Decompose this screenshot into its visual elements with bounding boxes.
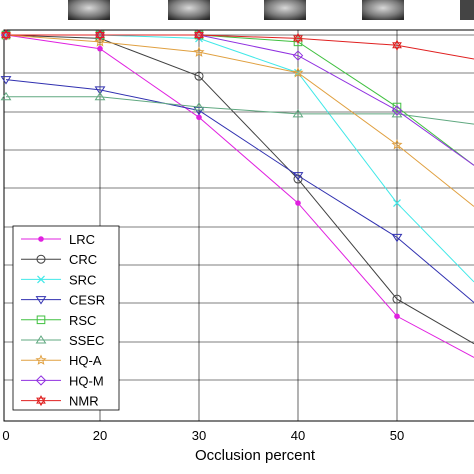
series-ssec [0, 91, 474, 125]
point-lrc-40 [295, 200, 301, 206]
point-ssec-20 [94, 91, 106, 101]
legend-label: CESR [69, 293, 105, 308]
legend-entry-cesr: CESR [21, 293, 105, 308]
point-lrc-50 [394, 313, 400, 320]
point-ssec-40 [292, 108, 304, 118]
series-line-crc [5, 34, 474, 345]
x-tick-label: 40 [291, 428, 305, 443]
point-cesr-0 [0, 76, 12, 85]
series-cesr [0, 76, 474, 303]
axes [3, 29, 474, 422]
series-line-hq-a [5, 34, 474, 207]
point-lrc-30 [196, 114, 202, 121]
legend-label: SRC [69, 272, 96, 287]
thumbnail-face-occlusion-30 [168, 0, 210, 20]
legend-marker [36, 254, 46, 264]
series-line-ssec [6, 96, 474, 125]
legend-marker [35, 354, 47, 365]
legend-marker [35, 335, 47, 344]
legend-label: LRC [69, 232, 95, 247]
legend-box [12, 225, 120, 411]
x-tick-label: 50 [390, 428, 404, 443]
x-tick-labels: 0 20 30 40 50 [2, 428, 404, 443]
legend-label: HQ-M [69, 373, 104, 388]
x-tick-label: 30 [192, 428, 206, 443]
series-rsc [1, 30, 474, 166]
plot-frame [3, 29, 474, 422]
point-hq-a-50 [391, 138, 403, 150]
point-hq-m-50 [391, 105, 403, 116]
legend-label: RSC [69, 313, 96, 328]
legend-entry-lrc: LRC [21, 232, 95, 247]
point-src-50 [393, 199, 401, 207]
legend-marker [36, 395, 46, 407]
series-line-cesr [5, 79, 474, 303]
thumbnail-strip [68, 0, 474, 20]
legend-label: SSEC [69, 333, 104, 348]
legend-marker [37, 275, 45, 284]
point-cesr-50 [391, 233, 403, 243]
point-lrc-20 [97, 45, 103, 52]
point-hq-a-20 [94, 36, 106, 47]
legend-marker [35, 375, 47, 386]
legend-marker [38, 236, 44, 242]
series-nmr [1, 29, 474, 60]
point-nmr-0 [1, 29, 11, 41]
legend-entry-crc: CRC [21, 252, 97, 267]
point-crc-30 [194, 71, 204, 81]
series-hq-a [0, 29, 474, 207]
series-line-hq-m [6, 34, 474, 166]
point-hq-a-40 [292, 66, 304, 78]
point-nmr-20 [95, 29, 105, 41]
point-nmr-30 [194, 29, 204, 41]
thumbnail-face-occlusion-40 [264, 0, 306, 20]
thumbnail-face-occlusion-20 [68, 0, 110, 20]
point-nmr-50 [392, 39, 402, 51]
point-ssec-30 [193, 102, 205, 111]
point-ssec-0 [0, 91, 12, 101]
thumbnail-partial [460, 0, 474, 20]
legend-label: NMR [69, 394, 99, 409]
series-line-rsc [6, 34, 474, 166]
point-cesr-40 [292, 172, 304, 181]
legend-entry-hq-m: HQ-M [21, 373, 104, 388]
x-tick-label: 20 [93, 428, 107, 443]
legend-marker [36, 315, 46, 325]
series-layer [0, 29, 474, 358]
legend-marker [35, 296, 47, 305]
legend-entry-src: SRC [21, 272, 96, 287]
legend-entry-ssec: SSEC [21, 333, 104, 348]
point-nmr-40 [293, 32, 303, 44]
series-line-lrc [5, 34, 474, 358]
legend: LRC CRC SRC CESR RSC SSEC HQ-A HQ-M NMR [12, 225, 120, 411]
legend-entry-hq-a: HQ-A [21, 353, 102, 368]
legend-entry-rsc: RSC [21, 313, 96, 328]
series-hq-m [0, 29, 474, 166]
point-hq-a-30 [193, 46, 205, 57]
x-tick-label: 0 [2, 428, 9, 443]
thumbnail-face-occlusion-50 [362, 0, 404, 20]
point-crc-50 [392, 294, 402, 304]
point-hq-m-40 [292, 50, 304, 61]
series-line-nmr [6, 34, 474, 60]
legend-entry-nmr: NMR [21, 394, 99, 409]
point-cesr-20 [94, 86, 106, 95]
legend-label: HQ-A [69, 353, 102, 368]
legend-label: CRC [69, 252, 97, 267]
x-axis-label: Occlusion percent [195, 447, 316, 464]
